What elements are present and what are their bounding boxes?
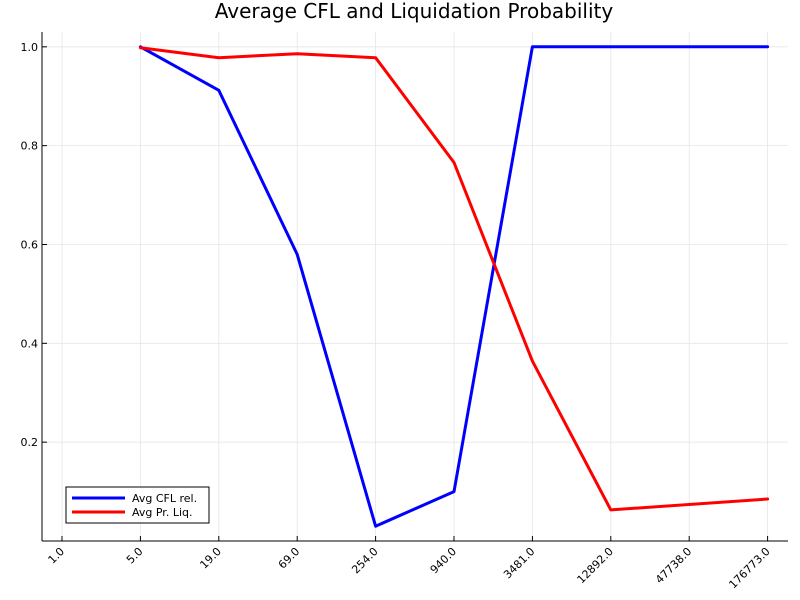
x-tick-label: 940.0 xyxy=(428,545,459,576)
y-tick-label: 0.4 xyxy=(21,337,39,350)
series-line-avg-cfl-rel xyxy=(138,45,770,528)
series-line-avg-pr-liq xyxy=(138,46,770,512)
axes xyxy=(41,32,788,542)
series-lines xyxy=(138,45,770,528)
legend-label: Avg CFL rel. xyxy=(132,492,197,505)
chart-title: Average CFL and Liquidation Probability xyxy=(215,0,614,23)
x-tick-label: 3481.0 xyxy=(501,545,537,581)
x-tick-label: 69.0 xyxy=(276,545,303,572)
y-tick-label: 0.2 xyxy=(21,436,39,449)
x-tick-label: 12892.0 xyxy=(575,545,616,586)
x-tick-label: 19.0 xyxy=(197,545,224,572)
legend-box xyxy=(65,486,210,524)
x-tick-label: 1.0 xyxy=(46,545,68,567)
x-tick-label: 254.0 xyxy=(349,545,380,576)
legend-label: Avg Pr. Liq. xyxy=(132,506,192,519)
grid-lines xyxy=(42,32,788,541)
y-tick-label: 0.6 xyxy=(21,238,39,251)
x-tick-label: 176773.0 xyxy=(726,545,772,591)
x-tick-label: 5.0 xyxy=(124,545,146,567)
x-tick-label: 47738.0 xyxy=(653,545,694,586)
y-tick-label: 0.8 xyxy=(21,140,39,153)
y-tick-label: 1.0 xyxy=(21,41,39,54)
legend: Avg CFL rel.Avg Pr. Liq. xyxy=(65,486,210,524)
